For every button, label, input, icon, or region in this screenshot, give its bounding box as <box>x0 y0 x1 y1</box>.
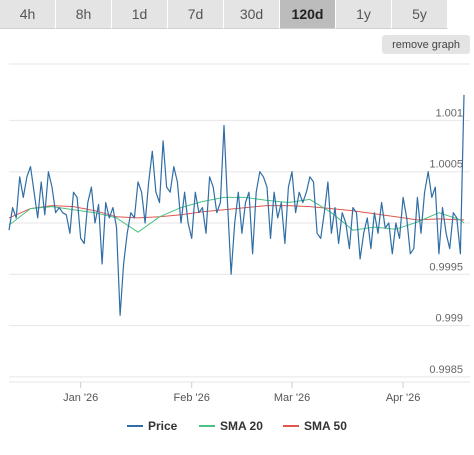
legend-swatch-sma50 <box>283 425 299 427</box>
legend-item-sma50[interactable]: SMA 50 <box>283 419 347 433</box>
x-axis-ticks: Jan '26 Feb '26 Mar '26 Apr '26 <box>63 382 420 404</box>
tab-1d[interactable]: 1d <box>112 0 168 29</box>
y-tick-label: 0.999 <box>435 313 463 325</box>
legend-label-price: Price <box>148 419 178 433</box>
legend-item-sma20[interactable]: SMA 20 <box>199 419 263 433</box>
legend: Price SMA 20 SMA 50 <box>0 419 474 439</box>
tab-30d[interactable]: 30d <box>224 0 280 29</box>
y-tick-label: 0.9995 <box>429 261 463 273</box>
legend-label-sma50: SMA 50 <box>304 419 347 433</box>
series-lines <box>8 94 465 316</box>
legend-swatch-sma20 <box>199 425 215 427</box>
legend-item-price[interactable]: Price <box>127 419 177 433</box>
timeframe-tabs: 4h 8h 1d 7d 30d 120d 1y 5y <box>0 0 474 30</box>
legend-swatch-price <box>127 425 143 427</box>
x-tick-label: Feb '26 <box>174 392 210 404</box>
legend-label-sma20: SMA 20 <box>220 419 263 433</box>
grid-lines <box>9 63 470 383</box>
tab-7d[interactable]: 7d <box>168 0 224 29</box>
tab-120d[interactable]: 120d <box>280 0 336 29</box>
series-line-sma20 <box>8 196 465 233</box>
series-line-price <box>8 94 465 316</box>
x-tick-label: Apr '26 <box>386 392 421 404</box>
tab-5y[interactable]: 5y <box>392 0 448 29</box>
x-tick-label: Jan '26 <box>63 392 98 404</box>
tab-4h[interactable]: 4h <box>0 0 56 29</box>
x-tick-label: Mar '26 <box>274 392 310 404</box>
remove-graph-button[interactable]: remove graph <box>382 35 470 54</box>
tab-1y[interactable]: 1y <box>336 0 392 29</box>
y-tick-label: 1.001 <box>435 107 463 119</box>
y-axis-tick-labels: 1.001 1.0005 0.9995 0.999 0.9985 <box>429 107 463 375</box>
tab-8h[interactable]: 8h <box>56 0 112 29</box>
y-tick-label: 1.0005 <box>429 159 463 171</box>
y-tick-label: 0.9985 <box>429 364 463 376</box>
